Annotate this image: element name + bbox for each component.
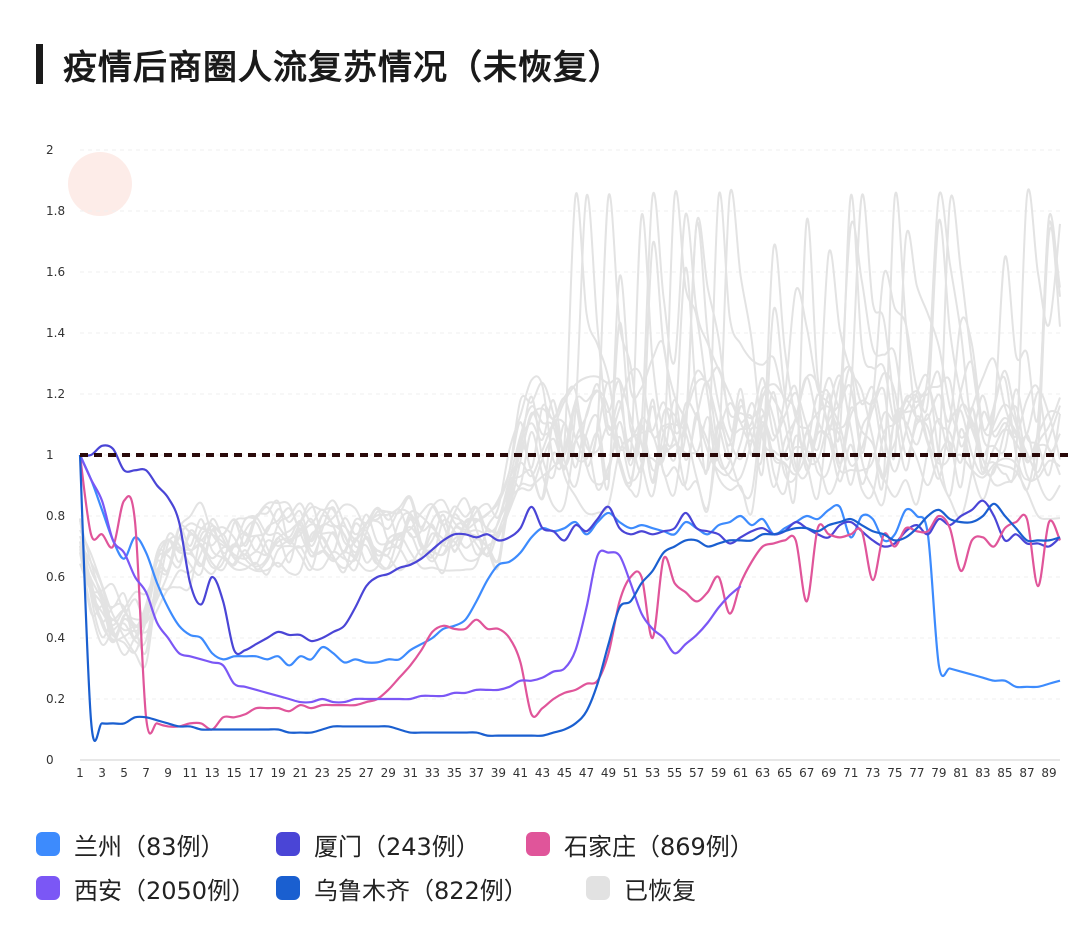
x-tick-label: 81	[953, 766, 968, 780]
x-tick-label: 23	[315, 766, 330, 780]
legend-row-1: 兰州（83例） 厦门（243例） 石家庄（869例）	[36, 822, 1046, 866]
x-tick-label: 19	[271, 766, 286, 780]
legend-item-xiamen[interactable]: 厦门（243例）	[276, 827, 526, 862]
recovered-series-line	[79, 193, 1061, 632]
x-tick-label: 83	[975, 766, 990, 780]
x-tick-label: 45	[557, 766, 572, 780]
x-tick-label: 41	[513, 766, 528, 780]
recovered-series-line	[79, 188, 1061, 655]
y-tick-label: 0.8	[46, 509, 65, 523]
legend-item-urumqi[interactable]: 乌鲁木齐（822例）	[276, 871, 586, 906]
x-tick-label: 77	[909, 766, 924, 780]
y-tick-label: 1	[46, 448, 54, 462]
x-tick-label: 73	[865, 766, 880, 780]
x-tick-label: 85	[997, 766, 1012, 780]
chart-title-block: 疫情后商圈人流复苏情况（未恢复）	[36, 40, 623, 88]
x-tick-label: 7	[142, 766, 150, 780]
watermark-logo-icon	[68, 152, 132, 216]
legend-item-lanzhou[interactable]: 兰州（83例）	[36, 827, 276, 862]
legend-swatch-recovered	[586, 876, 610, 900]
x-tick-label: 69	[821, 766, 836, 780]
x-tick-label: 25	[337, 766, 352, 780]
recovered-series-layer	[79, 188, 1061, 669]
title-accent-bar	[36, 44, 43, 84]
x-tick-label: 5	[120, 766, 128, 780]
legend-swatch-lanzhou	[36, 832, 60, 856]
y-tick-label: 1.2	[46, 387, 65, 401]
legend-row-2: 西安（2050例） 乌鲁木齐（822例） 已恢复	[36, 866, 1046, 910]
x-tick-label: 21	[293, 766, 308, 780]
x-tick-label: 15	[227, 766, 242, 780]
x-tick-label: 79	[931, 766, 946, 780]
series-line-2	[78, 454, 1062, 735]
x-tick-label: 53	[645, 766, 660, 780]
legend: 兰州（83例） 厦门（243例） 石家庄（869例） 西安（2050例） 乌鲁木…	[36, 822, 1046, 910]
chart-title: 疫情后商圈人流复苏情况（未恢复）	[63, 47, 623, 88]
x-tick-label: 31	[403, 766, 418, 780]
x-tick-label: 51	[623, 766, 638, 780]
x-tick-label: 35	[447, 766, 462, 780]
x-tick-label: 87	[1019, 766, 1034, 780]
recovered-series-line	[79, 192, 1061, 627]
legend-item-shijiazhuang[interactable]: 石家庄（869例）	[526, 827, 754, 862]
x-tick-label: 75	[887, 766, 902, 780]
x-tick-label: 39	[491, 766, 506, 780]
legend-swatch-shijiazhuang	[526, 832, 550, 856]
x-tick-label: 9	[164, 766, 172, 780]
x-tick-label: 3	[98, 766, 106, 780]
recovered-series-line	[79, 229, 1061, 621]
x-tick-label: 49	[601, 766, 616, 780]
legend-label-shijiazhuang: 石家庄（869例）	[564, 832, 754, 861]
series-line-1	[79, 444, 1061, 656]
y-tick-label: 1.4	[46, 326, 65, 340]
y-tick-label: 0.6	[46, 570, 65, 584]
legend-item-xian[interactable]: 西安（2050例）	[36, 871, 276, 906]
legend-label-recovered: 已恢复	[624, 876, 696, 905]
y-tick-label: 0.2	[46, 692, 65, 706]
axis-layer: 00.20.40.60.811.21.41.61.821 3 5 7 9 11 13 15 17…	[46, 143, 1060, 780]
legend-label-lanzhou: 兰州（83例）	[74, 832, 225, 861]
recovered-series-line	[79, 221, 1061, 644]
x-tick-label: 65	[777, 766, 792, 780]
series-layer	[78, 444, 1062, 742]
legend-item-recovered[interactable]: 已恢复	[586, 871, 696, 906]
x-tick-label: 11	[182, 766, 197, 780]
x-tick-label: 17	[249, 766, 264, 780]
x-tick-label: 67	[799, 766, 814, 780]
x-tick-label: 43	[535, 766, 550, 780]
x-tick-label: 55	[667, 766, 682, 780]
x-tick-label: 63	[755, 766, 770, 780]
legend-swatch-urumqi	[276, 876, 300, 900]
x-tick-label: 89	[1041, 766, 1056, 780]
y-tick-label: 0.4	[46, 631, 65, 645]
y-tick-label: 1.8	[46, 204, 65, 218]
legend-swatch-xiamen	[276, 832, 300, 856]
x-tick-label: 57	[689, 766, 704, 780]
x-tick-label: 61	[733, 766, 748, 780]
x-tick-label: 29	[381, 766, 396, 780]
series-line-3	[78, 454, 742, 704]
x-tick-label: 59	[711, 766, 726, 780]
x-tick-label: 37	[469, 766, 484, 780]
legend-label-urumqi: 乌鲁木齐（822例）	[314, 876, 528, 905]
recovered-series-line	[79, 191, 1061, 647]
x-tick-label: 1	[76, 766, 84, 780]
x-tick-label: 13	[204, 766, 219, 780]
y-tick-label: 0	[46, 753, 54, 767]
x-tick-label: 71	[843, 766, 858, 780]
y-tick-label: 2	[46, 143, 54, 157]
y-tick-label: 1.6	[46, 265, 65, 279]
x-tick-label: 47	[579, 766, 594, 780]
legend-label-xiamen: 厦门（243例）	[314, 832, 480, 861]
legend-label-xian: 西安（2050例）	[74, 876, 256, 905]
line-chart: 00.20.40.60.811.21.41.61.821 3 5 7 9 11 13 15 17…	[46, 143, 1072, 780]
series-line-4	[78, 454, 1061, 742]
series-line-0	[78, 454, 1061, 689]
x-tick-label: 33	[425, 766, 440, 780]
x-tick-label: 27	[359, 766, 374, 780]
legend-swatch-xian	[36, 876, 60, 900]
recovered-series-line	[79, 360, 1061, 640]
